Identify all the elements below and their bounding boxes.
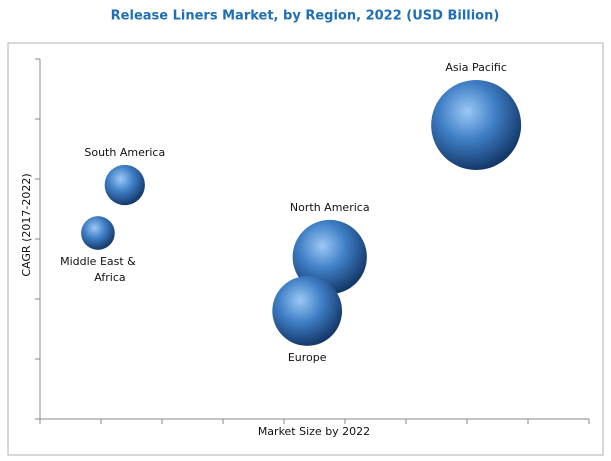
bubble [272, 276, 343, 346]
bubble [104, 164, 145, 206]
bubble-label: South America [84, 146, 165, 159]
bubble-label: Middle East & Africa [60, 255, 136, 284]
bubble [431, 80, 522, 170]
bubble-label: Asia Pacific [445, 61, 507, 74]
bubble [81, 216, 115, 250]
bubble [292, 219, 367, 295]
chart-title: Release Liners Market, by Region, 2022 (… [111, 9, 500, 24]
y-axis-title: CAGR (2017-2022) [20, 173, 33, 276]
x-axis-title: Market Size by 2022 [258, 425, 370, 438]
bubble-label: North America [290, 201, 370, 214]
frame [7, 42, 604, 456]
bubble-label: Europe [288, 351, 327, 364]
